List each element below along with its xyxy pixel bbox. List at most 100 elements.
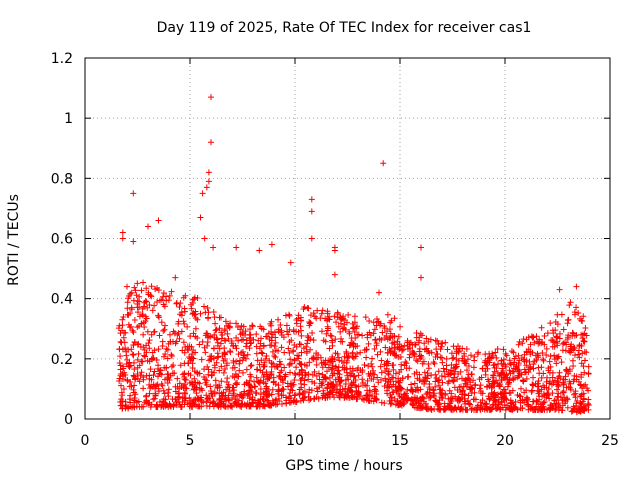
- data-point: [130, 329, 137, 336]
- data-point: [249, 323, 256, 330]
- data-point: [450, 354, 457, 361]
- data-point: [423, 335, 430, 342]
- data-point: [438, 393, 445, 400]
- data-point: [417, 355, 424, 362]
- data-point: [584, 400, 591, 407]
- data-point: [501, 386, 508, 393]
- data-point: [384, 349, 391, 356]
- data-point: [359, 376, 366, 383]
- data-point: [238, 322, 245, 329]
- data-point: [233, 402, 240, 409]
- data-point: [452, 393, 459, 400]
- x-tick-label: 20: [496, 433, 514, 449]
- data-point-outlier: [155, 217, 162, 224]
- data-point-outlier: [308, 235, 315, 242]
- data-point: [451, 374, 458, 381]
- data-point: [136, 362, 143, 369]
- data-point: [351, 313, 358, 320]
- data-point: [180, 294, 187, 301]
- data-point: [396, 369, 403, 376]
- data-point: [276, 358, 283, 365]
- data-point: [443, 355, 450, 362]
- data-point: [175, 318, 182, 325]
- data-point-outlier: [418, 244, 424, 251]
- data-point: [275, 390, 282, 397]
- data-point: [571, 345, 578, 352]
- data-point: [538, 364, 545, 371]
- data-point: [280, 334, 287, 341]
- x-tick-label: 10: [286, 433, 304, 449]
- data-point: [173, 402, 180, 409]
- data-point-outlier: [380, 160, 387, 167]
- data-point: [274, 363, 281, 370]
- data-point: [249, 396, 256, 403]
- data-point: [140, 279, 147, 286]
- data-point: [349, 381, 356, 388]
- data-point: [448, 390, 455, 397]
- data-point: [244, 351, 251, 358]
- data-point: [352, 382, 359, 389]
- data-point: [493, 354, 500, 361]
- data-point: [233, 334, 240, 341]
- data-point: [346, 342, 353, 349]
- data-point: [119, 327, 126, 334]
- x-tick-label: 5: [186, 433, 195, 449]
- data-point: [243, 355, 250, 362]
- data-point: [331, 394, 338, 401]
- data-point: [543, 394, 550, 401]
- data-point: [329, 362, 336, 369]
- data-point: [416, 348, 423, 355]
- data-point: [523, 336, 530, 343]
- data-point: [523, 394, 530, 401]
- data-point: [534, 398, 541, 405]
- data-point: [117, 338, 124, 345]
- data-point: [140, 374, 147, 381]
- data-point: [473, 406, 480, 413]
- data-point: [569, 357, 576, 364]
- data-point: [402, 358, 409, 365]
- data-point: [472, 381, 479, 388]
- data-point: [201, 344, 208, 351]
- data-point: [566, 302, 573, 309]
- data-point: [328, 333, 335, 340]
- data-point: [182, 344, 189, 351]
- data-point: [553, 405, 560, 412]
- data-point: [149, 349, 156, 356]
- data-point: [508, 400, 515, 407]
- data-point: [561, 400, 568, 407]
- data-point: [426, 395, 433, 402]
- data-point: [581, 369, 588, 376]
- data-point: [570, 363, 577, 370]
- data-point: [176, 304, 183, 311]
- data-point: [334, 350, 341, 357]
- data-point: [479, 390, 486, 397]
- data-point: [244, 400, 251, 407]
- data-point-outlier: [308, 208, 315, 215]
- data-point: [581, 357, 588, 364]
- data-point: [291, 376, 298, 383]
- data-point: [246, 331, 253, 338]
- data-point: [318, 382, 325, 389]
- data-point: [142, 353, 149, 360]
- data-point: [413, 369, 420, 376]
- data-point: [295, 355, 302, 362]
- data-point: [555, 404, 562, 411]
- data-point: [543, 345, 550, 352]
- data-point: [127, 399, 134, 406]
- data-point: [313, 373, 320, 380]
- data-point: [540, 382, 547, 389]
- data-point: [257, 377, 264, 384]
- data-point: [395, 354, 402, 361]
- data-point: [264, 397, 271, 404]
- data-point: [116, 345, 123, 352]
- data-point: [301, 361, 308, 368]
- data-point: [307, 312, 314, 319]
- data-point: [516, 357, 523, 364]
- data-point: [273, 396, 280, 403]
- data-point: [293, 399, 300, 406]
- data-point: [118, 402, 125, 409]
- data-point: [401, 391, 408, 398]
- data-point: [256, 400, 263, 407]
- data-point: [344, 354, 351, 361]
- data-point: [123, 403, 130, 410]
